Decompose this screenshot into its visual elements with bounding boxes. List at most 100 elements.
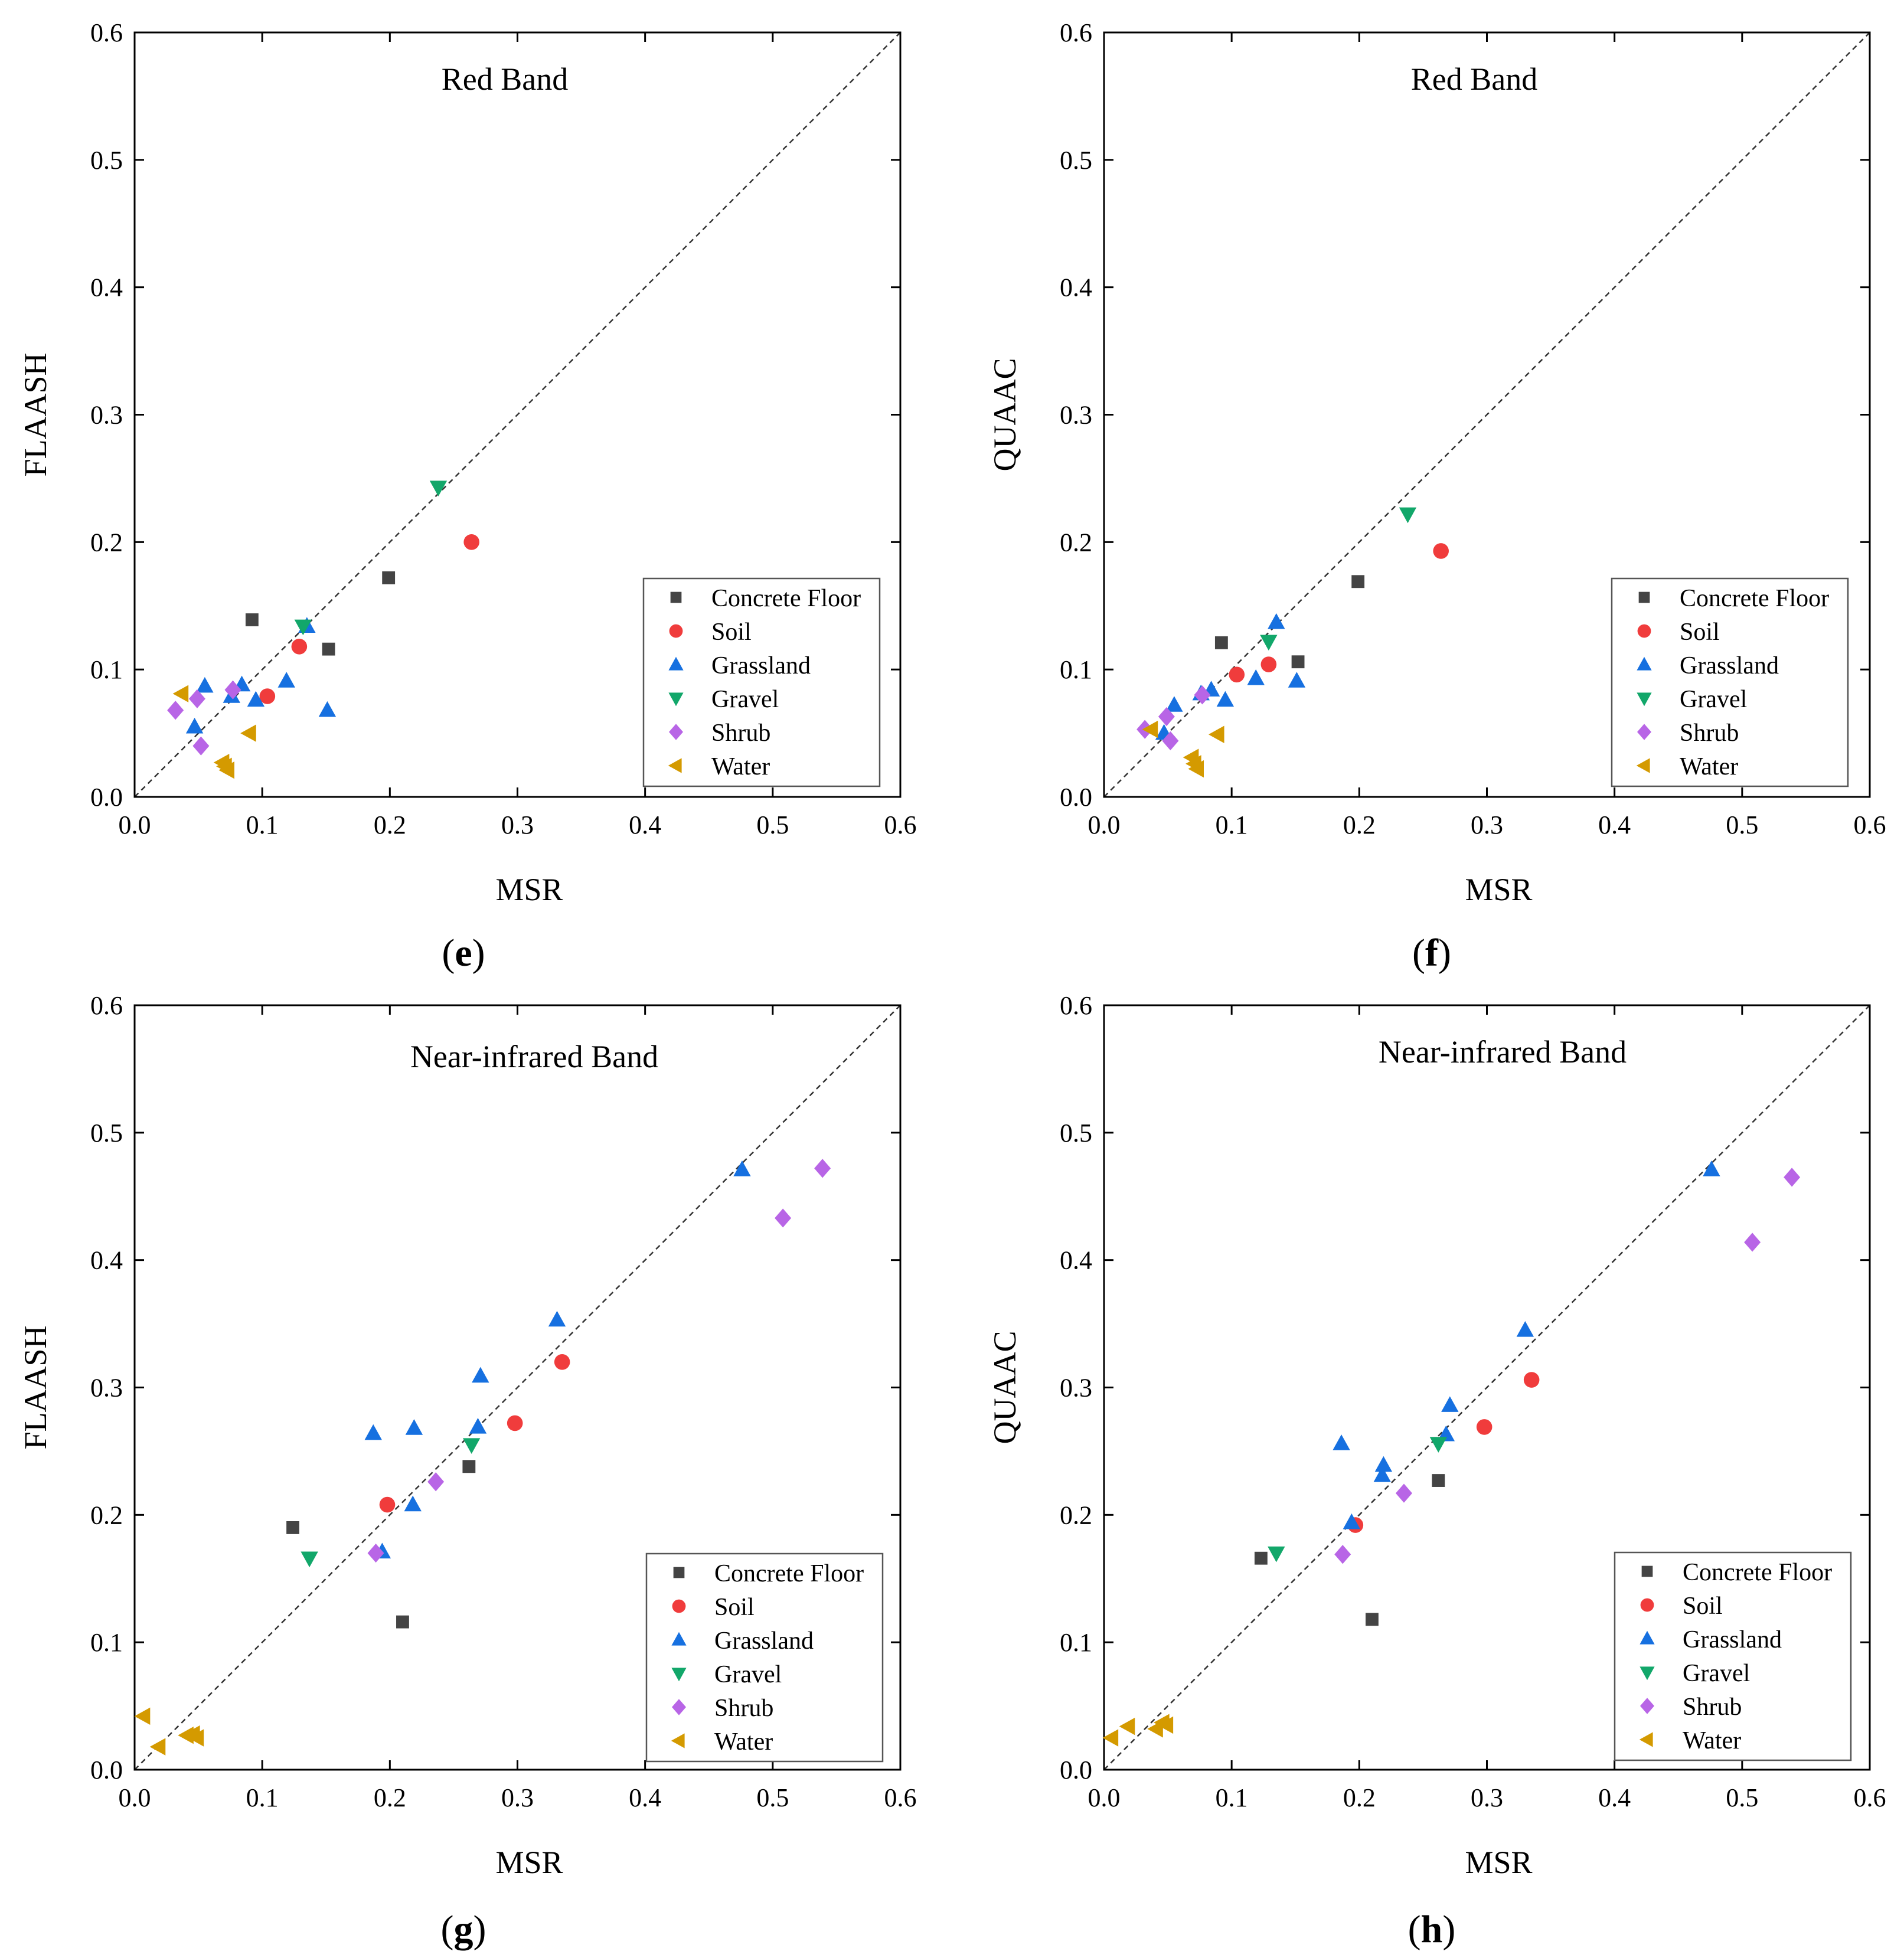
- x-tick-label: 0.6: [1854, 1783, 1886, 1812]
- y-tick-label: 0.0: [1060, 783, 1092, 812]
- legend: Concrete Floor Soil Grassland Gravel Shrub Wa…: [642, 577, 881, 787]
- x-tick-label: 0.2: [1343, 810, 1376, 839]
- point-gravel: [1429, 1437, 1448, 1453]
- one-to-one-line: [1103, 1005, 1870, 1770]
- chart-title: Red Band: [442, 61, 568, 97]
- legend-label-shrub: Shrub: [714, 1695, 773, 1722]
- point-soil: [1433, 543, 1449, 559]
- legend-label-water: Water: [711, 753, 770, 780]
- point-water: [1102, 1729, 1119, 1747]
- point-water: [218, 761, 235, 779]
- point-shrub: [167, 701, 184, 720]
- x-axis-title: MSR: [1465, 1845, 1532, 1880]
- legend-label-gravel: Gravel: [711, 686, 779, 713]
- legend-label-concrete-floor: Concrete Floor: [1680, 585, 1829, 612]
- point-shrub: [775, 1208, 792, 1228]
- x-axis-title: MSR: [495, 1845, 563, 1880]
- x-tick-label: 0.1: [1216, 1783, 1248, 1812]
- legend-label-gravel: Gravel: [714, 1661, 782, 1688]
- point-water: [1119, 1717, 1135, 1735]
- point-concrete-floor: [245, 613, 259, 626]
- point-soil: [1260, 656, 1277, 672]
- point-concrete-floor: [462, 1460, 476, 1473]
- x-tick-label: 0.3: [1471, 1783, 1503, 1812]
- x-tick-label: 0.4: [1598, 1783, 1631, 1812]
- legend-label-grassland: Grassland: [1683, 1626, 1782, 1653]
- legend-box: [645, 1552, 884, 1763]
- point-grassland: [405, 1419, 423, 1435]
- point-shrub: [1395, 1483, 1412, 1503]
- point-soil: [463, 534, 479, 550]
- x-tick-label: 0.3: [501, 810, 534, 839]
- chart-title: Near-infrared Band: [410, 1039, 658, 1074]
- legend-label-concrete-floor: Concrete Floor: [711, 585, 861, 612]
- chart-panel-e: 0.0 0.1 0.2 0.3 0.4 0.5 0.6 0.0 0.1 0.2 0.3 0.4 0.5 0…: [18, 18, 917, 975]
- legend-marker-shrub: [1640, 1698, 1654, 1714]
- legend-marker-gravel: [671, 1668, 687, 1682]
- chart-panel-h: 0.0 0.1 0.2 0.3 0.4 0.5 0.6 0.0 0.1 0.2 0.3 0.4 0.5 0…: [987, 991, 1886, 1951]
- legend-box: [1614, 1551, 1852, 1761]
- y-tick-label: 0.1: [90, 1628, 123, 1657]
- legend-marker-water: [1639, 1732, 1653, 1747]
- legend-marker-shrub: [1637, 724, 1651, 740]
- point-grassland: [1374, 1456, 1393, 1472]
- point-shrub: [1784, 1168, 1801, 1187]
- legend-marker-soil: [672, 1599, 686, 1613]
- chart-title: Near-infrared Band: [1379, 1034, 1627, 1070]
- x-tick-label: 0.2: [374, 810, 406, 839]
- one-to-one-line: [134, 32, 901, 797]
- y-tick-label: 0.0: [90, 1756, 123, 1784]
- point-grassland: [469, 1418, 487, 1434]
- point-grassland: [1268, 613, 1285, 629]
- legend-label-concrete-floor: Concrete Floor: [714, 1560, 864, 1587]
- x-tick-label: 0.0: [119, 1783, 151, 1812]
- point-water: [172, 685, 189, 702]
- point-grassland: [472, 1367, 489, 1383]
- y-tick-label: 0.6: [90, 18, 123, 47]
- legend-marker-concrete-floor: [1641, 1565, 1653, 1577]
- point-water: [240, 724, 256, 742]
- point-gravel: [294, 619, 312, 636]
- panel-label: (f): [1412, 931, 1451, 975]
- point-grassland: [1216, 691, 1235, 707]
- point-soil: [507, 1415, 523, 1431]
- y-axis-title: QUAAC: [987, 358, 1023, 471]
- point-shrub: [427, 1472, 445, 1492]
- x-tick-label: 0.4: [629, 810, 661, 839]
- y-tick-label: 0.4: [90, 1246, 123, 1275]
- x-tick-label: 0.5: [756, 1783, 789, 1812]
- legend-label-shrub: Shrub: [711, 720, 770, 747]
- x-tick-label: 0.2: [1343, 1783, 1376, 1812]
- legend-label-soil: Soil: [1680, 619, 1720, 646]
- point-shrub: [188, 689, 205, 708]
- point-shrub: [1334, 1545, 1351, 1564]
- legend: Concrete Floor Soil Grassland Gravel Shrub Wa…: [1614, 1551, 1852, 1761]
- y-tick-label: 0.1: [1060, 655, 1092, 684]
- x-tick-label: 0.5: [1726, 1783, 1758, 1812]
- y-tick-label: 0.3: [90, 1374, 123, 1403]
- legend: Concrete Floor Soil Grassland Gravel Shrub Wa…: [1611, 577, 1849, 787]
- point-grassland: [1441, 1396, 1459, 1412]
- point-soil: [291, 639, 308, 655]
- point-soil: [1229, 666, 1245, 683]
- legend-label-shrub: Shrub: [1680, 720, 1739, 747]
- x-tick-label: 0.2: [374, 1783, 406, 1812]
- legend-label-soil: Soil: [711, 619, 752, 646]
- y-tick-label: 0.6: [90, 991, 123, 1020]
- legend-marker-grassland: [668, 656, 684, 671]
- x-axis-title: MSR: [1465, 872, 1532, 907]
- legend-marker-grassland: [671, 1632, 687, 1646]
- legend: Concrete Floor Soil Grassland Gravel Shrub Wa…: [645, 1552, 884, 1763]
- y-axis-title: FLAASH: [18, 352, 53, 476]
- legend-label-grassland: Grassland: [1680, 652, 1779, 679]
- x-tick-label: 0.3: [501, 1783, 534, 1812]
- point-soil: [379, 1496, 396, 1513]
- point-concrete-floor: [322, 642, 335, 656]
- point-grassland: [548, 1310, 566, 1327]
- point-concrete-floor: [1366, 1613, 1379, 1626]
- point-concrete-floor: [1214, 636, 1228, 649]
- legend-marker-gravel: [1637, 692, 1652, 707]
- legend-label-soil: Soil: [1683, 1593, 1723, 1620]
- point-gravel: [1260, 635, 1278, 651]
